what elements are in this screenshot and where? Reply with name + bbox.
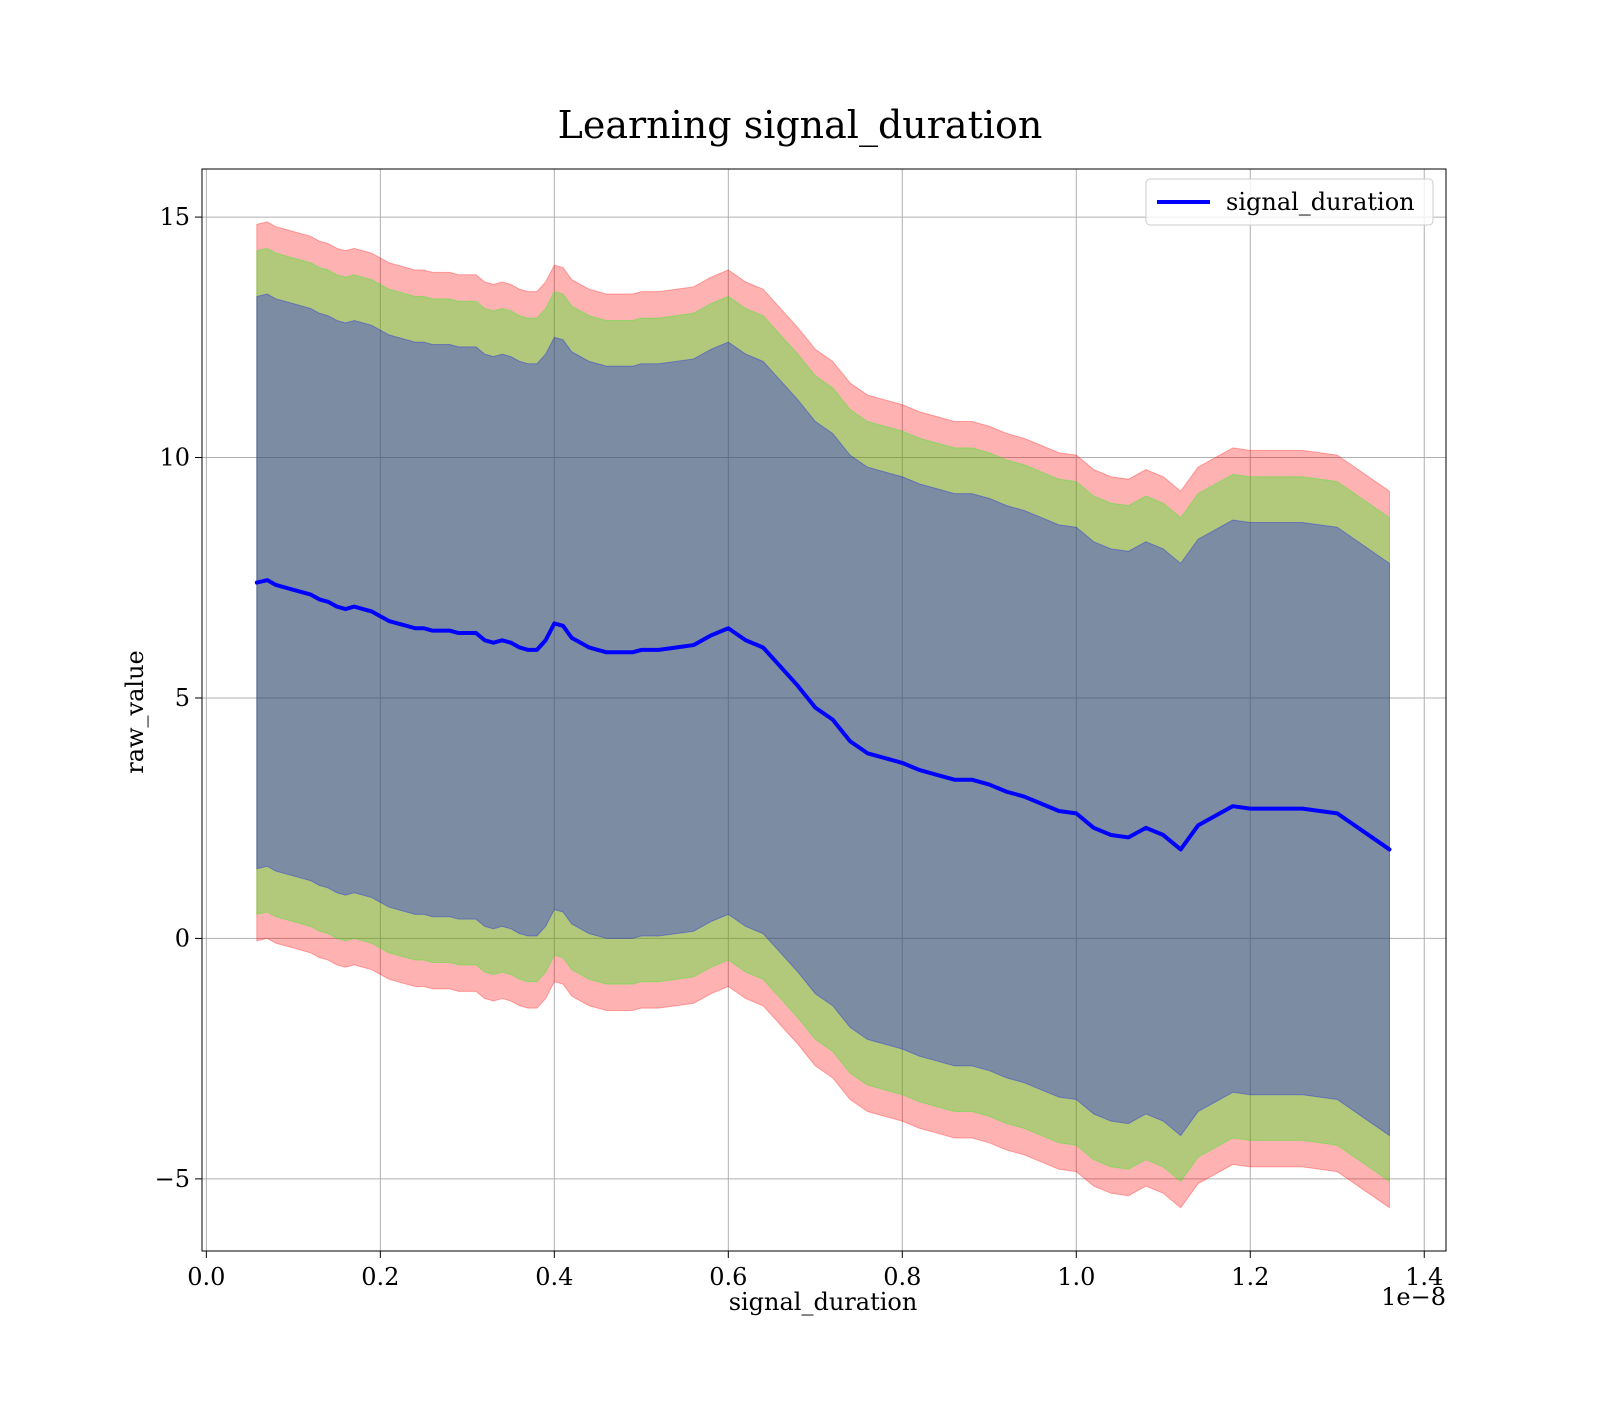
series-lines [254,578,1392,852]
y-axis-ticks: −5 0 5 10 15 [155,203,202,1193]
plot-area [201,168,1447,1252]
y-tick-label: 15 [159,203,190,231]
series-line [254,578,1392,852]
legend-label: signal_duration [1226,188,1415,216]
grid [202,169,1446,1251]
x-axis-ticks: 0.0 0.2 0.4 0.6 0.8 1.0 1.2 1.4 [187,1251,1443,1291]
y-tick-label: 10 [159,444,190,472]
x-tick-label: 1.4 [1405,1263,1443,1291]
y-tick-label: −5 [155,1165,190,1193]
x-tick-label: 1.2 [1231,1263,1269,1291]
x-tick-label: 1.0 [1057,1263,1095,1291]
x-tick-label: 0.6 [709,1263,747,1291]
legend: signal_duration [1145,178,1434,226]
chart-title: Learning signal_duration [558,103,1043,148]
x-tick-label: 0.4 [535,1263,573,1291]
x-tick-label: 0.8 [883,1263,921,1291]
plot-frame [201,168,1447,1252]
y-tick-label: 0 [175,924,190,952]
x-tick-label: 0.2 [361,1263,399,1291]
x-axis-label: signal_duration [729,1288,918,1316]
plot-background [202,169,1446,1251]
x-axis-offset-label: 1e−8 [1381,1283,1446,1311]
y-tick-label: 5 [175,684,190,712]
y-axis-label: raw_value [121,650,149,774]
legend-box [1145,178,1434,226]
x-tick-label: 0.0 [187,1263,225,1291]
